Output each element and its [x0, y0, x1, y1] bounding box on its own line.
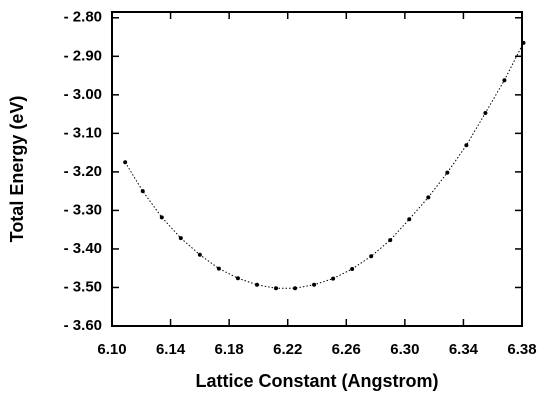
- y-tick-label: - 3.00: [64, 86, 102, 103]
- point: [312, 282, 317, 287]
- y-axis-title: Total Energy (eV): [7, 96, 27, 243]
- x-tick-label: 6.22: [273, 341, 302, 358]
- point: [178, 236, 183, 241]
- point: [369, 254, 374, 259]
- x-tick-label: 6.18: [215, 341, 244, 358]
- point: [293, 286, 298, 291]
- x-tick-label: 6.10: [97, 341, 126, 358]
- point: [350, 266, 355, 271]
- x-tick-label: 6.14: [156, 341, 186, 358]
- point: [388, 238, 393, 243]
- point: [331, 276, 336, 281]
- fit-curve: [124, 42, 524, 289]
- point: [216, 266, 221, 271]
- x-tick-label: 6.38: [507, 341, 536, 358]
- point: [197, 252, 202, 257]
- point: [483, 110, 488, 115]
- y-tick-label: - 3.60: [64, 317, 102, 334]
- y-tick-label: - 2.80: [64, 9, 102, 26]
- point: [159, 215, 164, 220]
- point: [140, 189, 145, 194]
- point: [445, 170, 450, 175]
- point: [123, 160, 128, 165]
- plot-frame: [111, 11, 523, 327]
- x-tick-label: 6.30: [390, 341, 419, 358]
- y-tick-label: - 3.40: [64, 240, 102, 257]
- point: [521, 40, 526, 45]
- point: [464, 143, 469, 148]
- y-tick-label: - 3.30: [64, 201, 102, 218]
- point: [426, 195, 431, 200]
- y-tick-label: - 3.50: [64, 278, 102, 295]
- point: [502, 78, 507, 83]
- x-tick-label: 6.26: [332, 341, 361, 358]
- point: [254, 282, 259, 287]
- point: [235, 276, 240, 281]
- y-tick-label: - 3.10: [64, 124, 102, 141]
- point: [407, 217, 412, 222]
- point: [274, 286, 278, 291]
- y-tick-label: - 3.20: [64, 163, 102, 180]
- y-tick-label: - 2.90: [64, 47, 102, 64]
- x-axis-title: Lattice Constant (Angstrom): [196, 371, 439, 391]
- x-tick-label: 6.34: [449, 341, 479, 358]
